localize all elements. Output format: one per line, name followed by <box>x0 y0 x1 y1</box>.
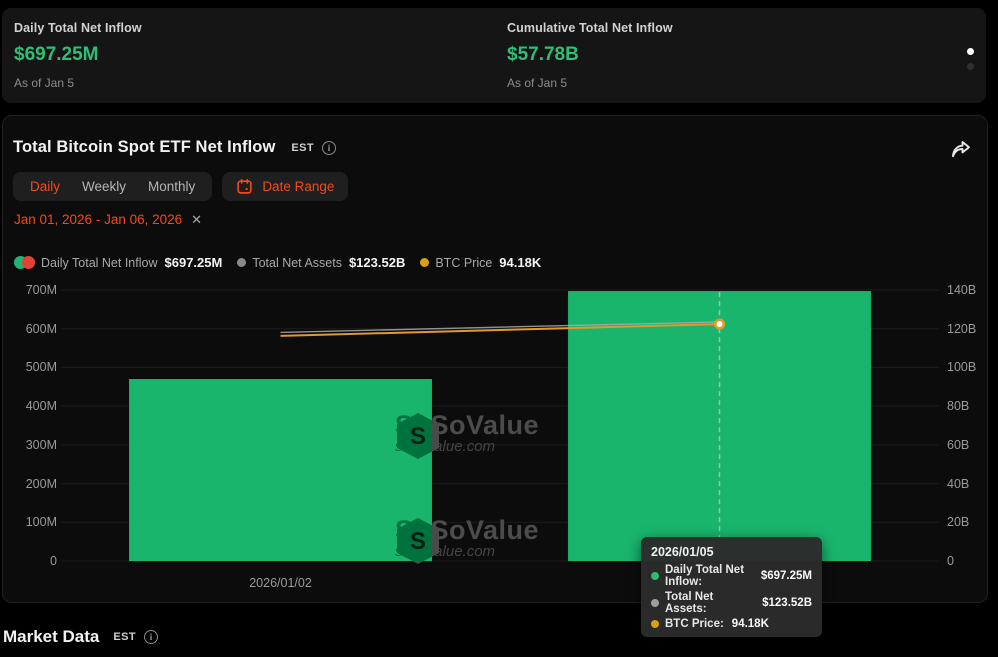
info-icon[interactable]: i <box>143 630 158 644</box>
market-data-header: Market Data EST i <box>3 627 158 647</box>
legend-item-btc-price[interactable]: BTC Price 94.18K <box>420 255 541 270</box>
watermark: S SoSoValue sosovalue.com <box>395 516 539 564</box>
stat-value: $697.25M <box>14 44 99 65</box>
x-axis-label: 2026/01/02 <box>249 576 312 590</box>
chart-legend: Daily Total Net Inflow $697.25M Total Ne… <box>14 255 556 270</box>
chart-canvas <box>61 289 939 562</box>
inflow-outflow-icon <box>14 256 35 269</box>
tooltip-row: Daily Total Net Inflow: $697.25M <box>651 564 812 588</box>
y-tick-left: 300M <box>25 437 57 452</box>
watermark: S SoSoValue sosovalue.com <box>395 411 539 459</box>
stat-label: Cumulative Total Net Inflow <box>507 21 673 35</box>
etf-net-inflow-card: Total Bitcoin Spot ETF Net Inflow EST i … <box>2 115 988 603</box>
tooltip-date: 2026/01/05 <box>651 545 714 559</box>
y-tick-left: 500M <box>25 360 57 375</box>
info-icon[interactable]: i <box>321 140 336 155</box>
svg-text:S: S <box>410 528 426 555</box>
gray-dot-icon <box>651 599 659 607</box>
y-tick-right: 120B <box>947 321 977 336</box>
green-dot-icon <box>651 572 659 580</box>
y-tick-left: 0 <box>50 554 57 568</box>
y-tick-left: 100M <box>25 515 57 530</box>
tab-daily[interactable]: Daily <box>19 179 71 194</box>
gray-dot-icon <box>237 258 247 267</box>
chart-header: Total Bitcoin Spot ETF Net Inflow EST i <box>13 138 336 157</box>
y-tick-left: 200M <box>25 476 57 491</box>
tooltip-row: BTC Price: 94.18K <box>651 618 812 630</box>
carousel-dot-1[interactable] <box>967 48 974 55</box>
date-range-label: Date Range <box>262 179 335 194</box>
yellow-dot-icon <box>420 258 430 267</box>
legend-item-net-assets[interactable]: Total Net Assets $123.52B <box>237 255 405 270</box>
share-icon[interactable] <box>949 138 973 162</box>
y-tick-right: 140B <box>947 283 977 297</box>
interval-tabs: Daily Weekly Monthly <box>13 172 213 201</box>
y-tick-right: 100B <box>947 360 977 375</box>
timezone-label: EST <box>113 631 136 643</box>
stat-label: Daily Total Net Inflow <box>14 21 142 35</box>
chart-plot: 700M 600M 500M 400M 300M 200M 100M 0 140B 120B 10… <box>3 116 989 604</box>
chart-tooltip: 2026/01/05 Daily Total Net Inflow: $697.… <box>641 537 822 637</box>
y-tick-right: 40B <box>947 476 970 491</box>
stats-carousel: Daily Total Net Inflow $697.25M As of Ja… <box>2 8 986 103</box>
svg-text:S: S <box>410 423 426 450</box>
carousel-dots <box>967 48 974 70</box>
y-tick-left: 700M <box>25 283 57 297</box>
sosovalue-logo-icon: S <box>397 518 439 564</box>
stat-value: $57.78B <box>507 44 579 65</box>
clear-date-range-icon[interactable]: ✕ <box>191 212 203 227</box>
tab-weekly[interactable]: Weekly <box>71 179 137 194</box>
y-tick-left: 400M <box>25 399 57 414</box>
stat-asof: As of Jan 5 <box>507 76 568 90</box>
sosovalue-logo-icon: S <box>397 413 439 459</box>
stat-card-cumulative-net-inflow: Cumulative Total Net Inflow $57.78B As o… <box>495 8 673 103</box>
calendar-icon <box>237 178 253 194</box>
market-data-title: Market Data <box>3 627 100 646</box>
date-range-button[interactable]: Date Range <box>222 172 349 201</box>
y-tick-right: 60B <box>947 437 970 452</box>
tooltip-row: Total Net Assets: $123.52B <box>651 591 812 615</box>
active-date-filter: Jan 01, 2026 - Jan 06, 2026 ✕ <box>14 212 202 227</box>
carousel-dot-2[interactable] <box>967 63 974 70</box>
yellow-dot-icon <box>651 620 659 628</box>
legend-item-net-inflow[interactable]: Daily Total Net Inflow $697.25M <box>14 255 222 270</box>
y-tick-right: 0 <box>947 554 954 568</box>
y-tick-right: 20B <box>947 515 970 530</box>
stat-card-daily-net-inflow: Daily Total Net Inflow $697.25M As of Ja… <box>2 8 142 103</box>
timezone-label: EST <box>291 141 314 154</box>
chart-controls: Daily Weekly Monthly Date Range <box>13 172 349 201</box>
y-tick-left: 600M <box>25 321 57 336</box>
stat-asof: As of Jan 5 <box>14 76 75 90</box>
tab-monthly[interactable]: Monthly <box>137 179 206 194</box>
chart-title: Total Bitcoin Spot ETF Net Inflow <box>13 138 276 156</box>
y-tick-right: 80B <box>947 399 970 414</box>
selected-date-range: Jan 01, 2026 - Jan 06, 2026 <box>14 212 183 227</box>
